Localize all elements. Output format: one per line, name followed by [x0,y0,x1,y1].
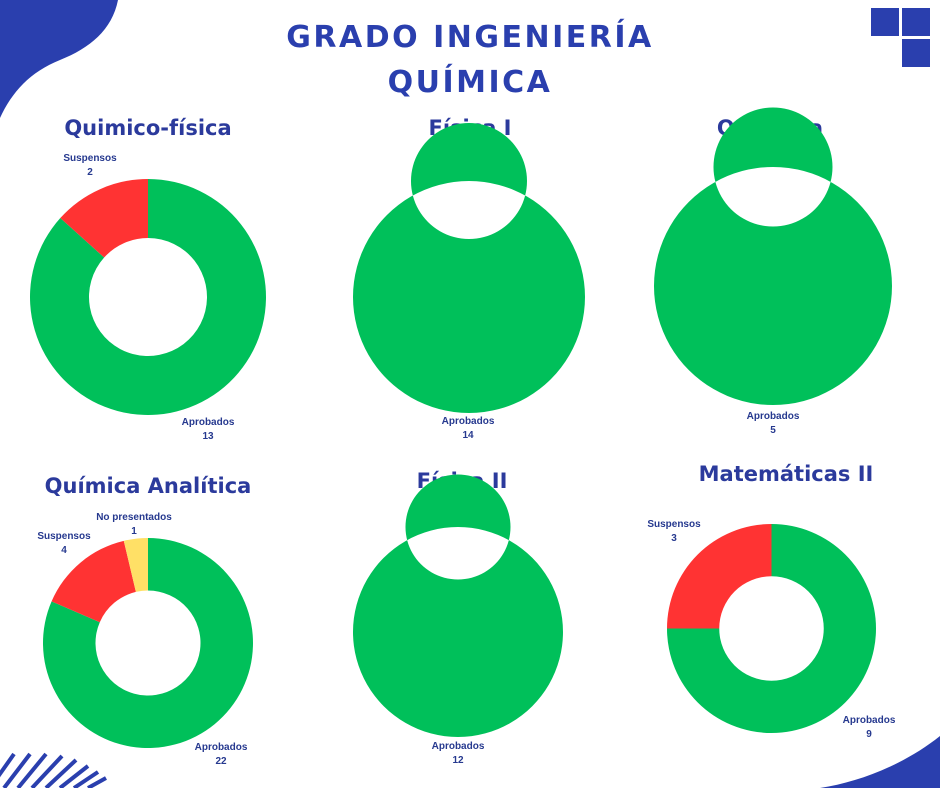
slice-no-presentados [123,538,148,592]
chart-title-quimica-analitica: Química Analítica [44,474,252,498]
slice-aprobados [653,107,892,405]
slice-aprobados [352,123,585,413]
donut-chart-fisica-i [352,123,585,413]
label-aprobados: Aprobados 9 [842,715,896,740]
chart-title-matematicas-ii: Matemáticas II [698,462,874,486]
donut-chart-fisica-ii [352,474,563,737]
donut-chart-organica [653,107,892,405]
stripes-decoration [0,752,107,788]
donut-chart-matematicas-ii [667,524,876,733]
label-aprobados: Aprobados 14 [441,416,495,441]
page-title-line-2: QUÍMICA [387,65,553,100]
donut-chart-quimica-analitica [42,538,254,748]
slice-suspensos [51,540,136,623]
four-squares-logo-icon [871,8,930,67]
slice-aprobados [667,524,876,733]
page-title-line-1: GRADO INGENIERÍA [286,20,654,55]
label-suspensos: Suspensos 3 [647,519,701,544]
label-suspensos: Suspensos 2 [63,153,117,178]
slice-aprobados [352,474,563,737]
label-suspensos: Suspensos 4 [37,531,91,556]
corner-wedge-decoration [820,736,940,788]
label-no-presentados: No presentados 1 [96,512,172,537]
donut-chart-quimico-fisica [29,179,267,415]
slice-aprobados [42,538,254,748]
slice-aprobados [29,179,267,415]
label-aprobados: Aprobados 13 [181,417,235,442]
slice-suspensos [667,524,772,629]
label-aprobados: Aprobados 5 [746,411,800,436]
corner-blob-decoration [0,0,118,118]
slice-suspensos [60,179,148,258]
label-aprobados: Aprobados 12 [431,741,485,766]
chart-title-quimico-fisica: Quimico-física [64,116,232,140]
label-aprobados: Aprobados 22 [194,742,248,767]
